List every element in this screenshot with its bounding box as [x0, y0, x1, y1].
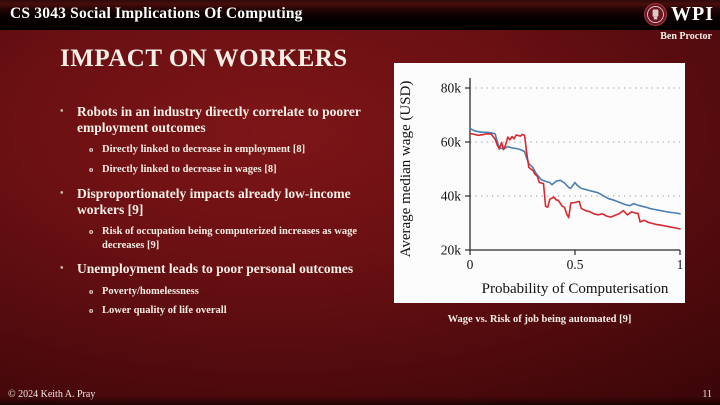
sub-bullet-marker-icon: o — [89, 164, 94, 175]
sub-bullet-marker-icon: o — [89, 226, 94, 237]
y-tick-label: 60k — [441, 135, 462, 150]
bullet-marker-icon: • — [60, 263, 64, 275]
sub-bullet-item: o Lower quality of life overall — [89, 304, 390, 318]
series-blue-line — [469, 127, 681, 215]
header-bar: CS 3043 Social Implications Of Computing… — [0, 0, 720, 30]
bullet-item: • Robots in an industry directly correlat… — [60, 104, 390, 136]
bullet-group: • Disproportionately impacts already low-… — [60, 186, 390, 253]
bullet-item: • Unemployment leads to poor personal out… — [60, 261, 390, 278]
chart-panel: 20k 40k 60k 80k 0 0.5 1 Probability of Computer… — [394, 63, 685, 303]
sub-bullet-item: o Directly linked to decrease in wages [8… — [89, 163, 390, 177]
x-tick-label: 0 — [467, 257, 474, 272]
bullet-group: • Unemployment leads to poor personal out… — [60, 261, 390, 318]
y-tick-label: 40k — [441, 189, 462, 204]
axes — [469, 78, 680, 251]
wpi-wordmark: WPI — [671, 3, 714, 25]
page-number: 11 — [702, 389, 712, 400]
sub-bullet-item: o Risk of occupation being computerized i… — [89, 225, 390, 252]
y-axis-label: Average median wage (USD) — [398, 81, 414, 258]
bullet-group: • Robots in an industry directly correlat… — [60, 104, 390, 177]
slide-title: IMPACT ON WORKERS — [60, 45, 348, 72]
sub-bullet-marker-icon: o — [89, 285, 94, 296]
sub-bullet-text: Lower quality of life overall — [102, 305, 227, 317]
sub-bullet-item: o Directly linked to decrease in employme… — [89, 143, 390, 157]
bullet-list: • Robots in an industry directly correlat… — [60, 104, 390, 327]
bullet-marker-icon: • — [60, 187, 64, 199]
author-name: Ben Proctor — [660, 31, 712, 42]
bottom-shade — [0, 396, 720, 405]
bullet-text: Robots in an industry directly correlate… — [77, 104, 361, 136]
bullet-text: Unemployment leads to poor personal outc… — [77, 261, 354, 277]
y-tick-label: 80k — [441, 81, 462, 96]
bullet-item: • Disproportionately impacts already low-… — [60, 186, 390, 218]
bullet-marker-icon: • — [60, 106, 64, 117]
sub-bullet-item: o Poverty/homelessness — [89, 285, 390, 299]
sub-bullet-marker-icon: o — [89, 144, 94, 155]
wage-vs-automation-chart: 20k 40k 60k 80k 0 0.5 1 Probability of Computer… — [398, 78, 684, 297]
sub-bullet-text: Directly linked to decrease in wages [8] — [102, 164, 277, 176]
sub-bullet-text: Poverty/homelessness — [102, 285, 199, 297]
figure-caption: Wage vs. Risk of job being automated [9] — [447, 314, 632, 325]
course-title: CS 3043 Social Implications Of Computing — [10, 5, 303, 22]
sub-bullet-text: Directly linked to decrease in employmen… — [102, 144, 306, 156]
series-red-line — [469, 132, 681, 230]
copyright: © 2024 Keith A. Pray — [8, 389, 96, 400]
x-tick-label: 0.5 — [567, 257, 584, 272]
x-axis-label: Probability of Computerisation — [482, 281, 669, 297]
wpi-logo: WPI — [644, 3, 714, 26]
y-tick-label: 20k — [441, 243, 462, 258]
sub-bullet-marker-icon: o — [89, 305, 94, 316]
wpi-seal-icon — [644, 3, 667, 26]
sub-bullet-text: Risk of occupation being computerized in… — [102, 226, 357, 251]
bullet-text: Disproportionately impacts already low-i… — [77, 185, 351, 217]
x-tick-label: 1 — [677, 257, 684, 272]
